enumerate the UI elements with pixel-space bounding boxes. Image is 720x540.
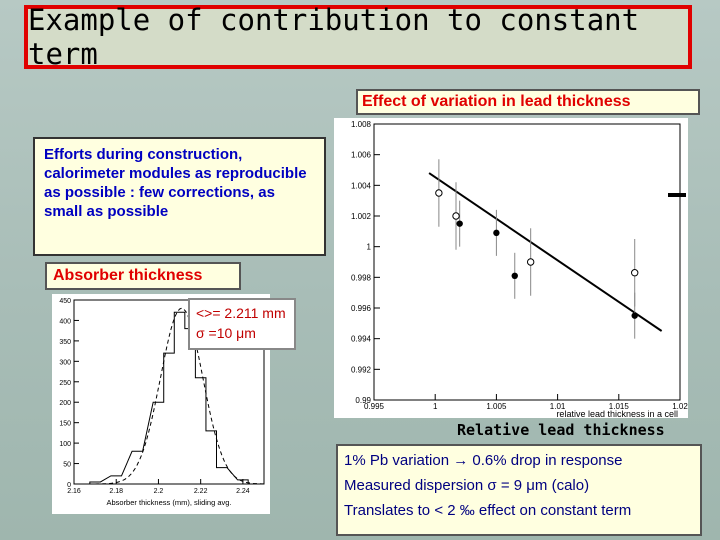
dash-mark: [668, 193, 686, 197]
sigma-box: <>= 2.211 mm σ =10 μm: [188, 298, 296, 350]
gaussian-fit: [95, 307, 264, 485]
hist-x-tick-label: 2.2: [154, 488, 164, 495]
efforts-text: Efforts during construction, calorimeter…: [44, 146, 307, 220]
hist-y-tick-label: 400: [59, 318, 71, 325]
results-box: 1% Pb variation → 0.6% drop in response …: [336, 444, 702, 536]
lead-variation-label: Effect of variation in lead thickness: [356, 89, 700, 115]
x-axis-label: relative lead thickness in a cell: [556, 409, 678, 418]
hist-frame: [73, 299, 265, 485]
hist-y-tick-label: 100: [59, 441, 71, 448]
histogram-chart: 450 400 350 300 250 200 150 100 50 02.16 2.18 2.2 2.…: [59, 298, 292, 507]
sigma-value: σ =10 μm: [196, 325, 256, 341]
title-banner: Example of contribution to constant term: [24, 3, 692, 71]
hist-y-tick-label: 250: [59, 380, 71, 387]
hist-x-tick-label: 2.16: [67, 488, 81, 495]
data-point-open: [631, 269, 639, 277]
hist-y-tick-label: 300: [59, 359, 71, 366]
data-point-open: [526, 258, 535, 266]
page-title: Example of contribution to constant term: [28, 3, 640, 71]
hist-y-tick-label: 450: [59, 298, 71, 305]
result-line-1: 1% Pb variation → 0.6% drop in response: [344, 452, 623, 469]
x-tick-label: 1.005: [486, 402, 507, 411]
fit-line: [428, 172, 663, 332]
hist-x-axis-label: Absorber thickness (mm), sliding avg.: [106, 498, 231, 507]
data-point-filled: [631, 312, 638, 319]
x-tick-label: 1.01: [550, 402, 566, 411]
y-tick-label: 0.99: [355, 396, 371, 405]
data-point-filled: [511, 272, 518, 279]
data-point-filled: [493, 229, 500, 237]
plot-frame: [373, 123, 681, 401]
x-tick-label: 1.02: [672, 402, 688, 411]
scatter-panel: 1.008 1.006 1.004 1.002 1 0.998 0.996 0.994 0.99…: [334, 118, 688, 419]
hist-y-tick-label: 150: [59, 421, 71, 428]
mean-value: <>= 2.211 mm: [196, 305, 286, 321]
y-tick-label: 1.008: [351, 120, 372, 129]
data-point-filled: [456, 220, 463, 227]
y-tick-label: 1.006: [351, 151, 372, 160]
x-tick-label: 1: [433, 402, 438, 411]
y-tick-label: 1.002: [351, 212, 372, 221]
y-tick-label: 0.994: [351, 335, 372, 344]
x-tick-label: 1.015: [609, 402, 630, 411]
hist-y-tick-label: 200: [59, 400, 71, 407]
y-tick-label: 1.004: [351, 181, 372, 190]
y-tick-label: 1: [367, 243, 372, 252]
x-tick-label: 0.995: [364, 402, 385, 411]
hist-x-tick-label: 2.18: [109, 488, 123, 495]
hist-x-tick-label: 2.24: [236, 488, 250, 495]
result-line-2: Measured dispersion σ = 9 μm (calo): [344, 477, 590, 494]
data-point-open: [435, 189, 443, 197]
hist-y-tick-label: 50: [63, 462, 71, 469]
relative-thickness-caption: Relative lead thickness: [457, 421, 665, 439]
hist-y-tick-label: 350: [59, 339, 71, 346]
absorber-label: Absorber thickness: [45, 262, 241, 290]
y-tick-label: 0.998: [351, 273, 372, 282]
result-line-3: Translates to < 2 ‰ effect on constant t…: [344, 502, 632, 519]
scatter-chart: 1.008 1.006 1.004 1.002 1 0.998 0.996 0.994 0.99…: [351, 120, 688, 419]
y-tick-label: 0.992: [351, 365, 372, 374]
hist-y-tick-label: 0: [67, 482, 71, 489]
hist-bars: [89, 311, 249, 484]
hist-x-tick-label: 2.22: [194, 488, 208, 495]
y-tick-label: 0.996: [351, 304, 372, 313]
efforts-box: Efforts during construction, calorimeter…: [33, 137, 326, 256]
data-point-open: [452, 212, 460, 220]
